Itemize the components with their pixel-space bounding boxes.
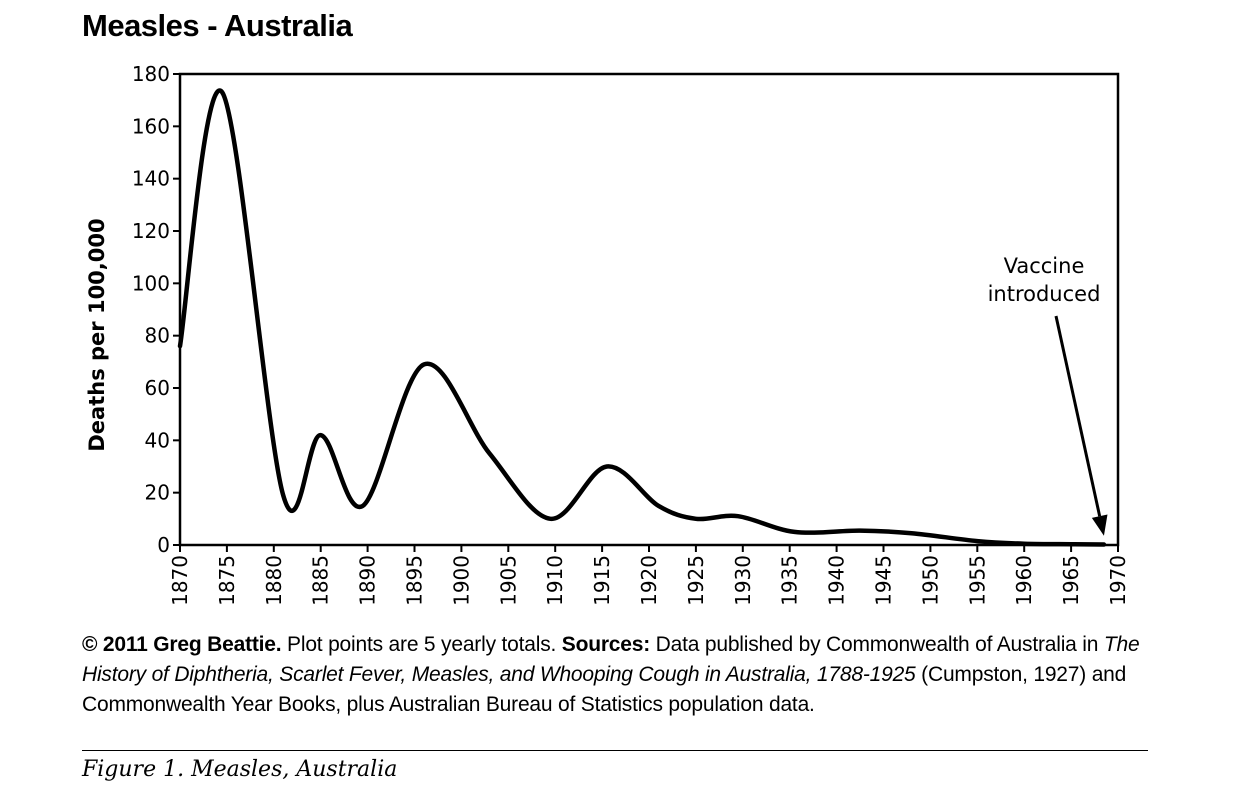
plot-frame [178,72,1120,547]
caption-rest: (Cumpston, 1927) and Commonwealth Year B… [82,663,1127,716]
annotation-arrow-line [1054,315,1102,517]
x-tick-label: 1885 [309,555,333,606]
y-tick-label: 160 [132,114,170,138]
caption-sentence: Plot points are 5 yearly totals. [281,633,562,656]
annotation-line-2: introduced [988,282,1101,306]
x-tick-label: 1935 [778,555,802,606]
x-axis: 1870 1875 1880 1885 1890 1895 1900 1905 1910 1915… [168,545,1130,606]
divider [82,750,1148,751]
chart-source-caption: © 2011 Greg Beattie. Plot points are 5 y… [82,630,1182,720]
x-tick-label: 1945 [872,555,896,606]
x-tick-label: 1915 [590,555,614,606]
y-axis-label: Deaths per 100,000 [85,218,109,451]
caption-copyright: © 2011 Greg Beattie. [82,633,282,656]
annotation-arrow-head [1091,514,1108,536]
x-tick-label: 1930 [731,555,755,606]
x-tick-label: 1940 [825,555,849,606]
x-tick-label: 1920 [637,555,661,606]
x-tick-label: 1950 [918,555,942,606]
y-tick-label: 100 [132,271,170,295]
x-tick-label: 1870 [168,555,192,606]
x-tick-label: 1955 [965,555,989,606]
y-tick-label: 20 [145,481,170,505]
series-line-measles [177,88,1107,547]
caption-book-title: The History of Diphtheria, Scarlet Fever… [82,633,1140,686]
y-tick-label: 80 [145,324,170,348]
y-tick-label: 120 [132,219,170,243]
caption-sources-text: Data published by Commonwealth of Austra… [650,633,1104,656]
x-tick-label: 1880 [262,555,286,606]
x-tick-label: 1875 [215,555,239,606]
y-tick-label: 140 [132,167,170,191]
y-tick-label: 180 [132,62,170,86]
y-tick-label: 0 [157,533,170,557]
annotation-line-1: Vaccine [1004,254,1085,278]
x-tick-label: 1970 [1106,555,1130,606]
y-tick-label: 40 [145,428,170,452]
x-tick-label: 1960 [1012,555,1036,606]
x-tick-label: 1925 [684,555,708,606]
chart-title: Measles - Australia [82,8,353,43]
x-tick-label: 1965 [1059,555,1083,606]
x-tick-label: 1895 [403,555,427,606]
x-tick-label: 1910 [543,555,567,606]
x-tick-label: 1905 [496,555,520,606]
y-axis: 0 20 40 60 80 100 120 140 160 180 [132,62,180,557]
figure-caption: Figure 1. Measles, Australia [82,757,398,782]
caption-sources-label: Sources: [561,633,651,656]
vaccine-annotation: Vaccine introduced [988,254,1108,536]
y-tick-label: 60 [145,376,170,400]
x-tick-label: 1890 [356,555,380,606]
x-tick-label: 1900 [449,555,473,606]
